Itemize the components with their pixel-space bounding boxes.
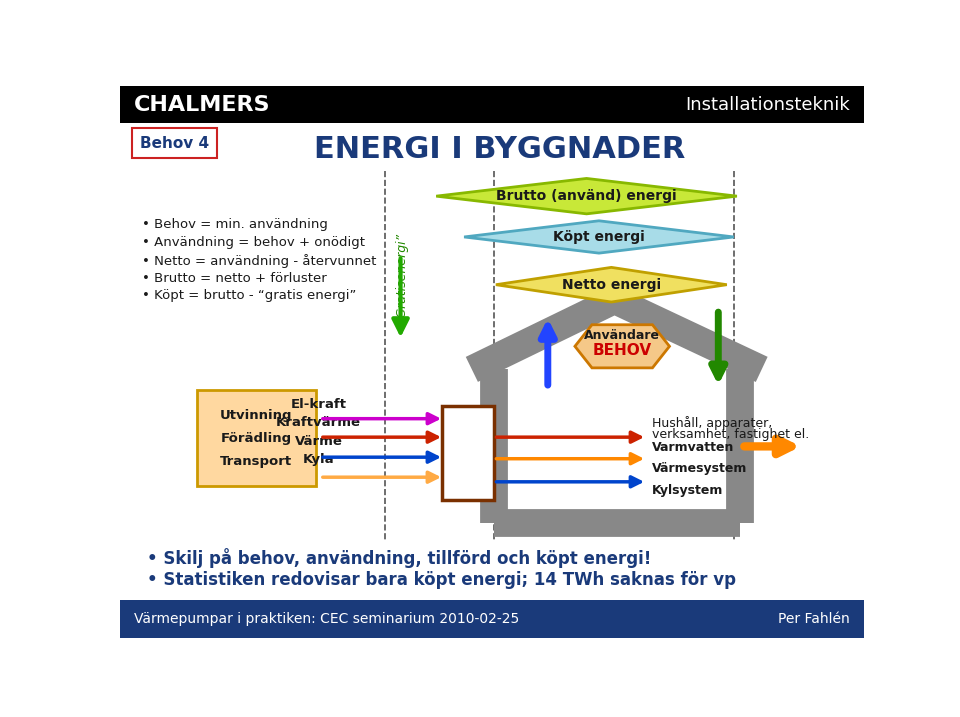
Polygon shape (496, 267, 727, 302)
Text: Kyla: Kyla (302, 453, 334, 466)
Text: Kylsystem: Kylsystem (652, 484, 723, 497)
Text: • Statistiken redovisar bara köpt energi; 14 TWh saknas för vp: • Statistiken redovisar bara köpt energi… (147, 571, 736, 589)
Text: “Gratisenergi”: “Gratisenergi” (394, 232, 407, 322)
Polygon shape (575, 325, 669, 368)
Text: Installationsteknik: Installationsteknik (685, 95, 850, 113)
Text: Värmesystem: Värmesystem (652, 462, 747, 475)
Text: CHALMERS: CHALMERS (134, 95, 271, 115)
Text: • Behov = min. användning: • Behov = min. användning (142, 219, 327, 232)
FancyBboxPatch shape (197, 390, 316, 485)
Polygon shape (436, 179, 737, 214)
Text: • Köpt = brutto - “gratis energi”: • Köpt = brutto - “gratis energi” (142, 290, 356, 303)
Text: Brutto (använd) energi: Brutto (använd) energi (496, 189, 677, 203)
Text: verksamhet, fastighet el.: verksamhet, fastighet el. (652, 427, 809, 440)
Text: Netto energi: Netto energi (562, 277, 660, 292)
Polygon shape (464, 221, 733, 253)
Text: Förädling: Förädling (221, 432, 292, 445)
Text: • Netto = användning - återvunnet: • Netto = användning - återvunnet (142, 254, 376, 268)
Text: Varmvatten: Varmvatten (652, 442, 734, 455)
Text: • Användning = behov + onödigt: • Användning = behov + onödigt (142, 236, 365, 250)
Text: • Brutto = netto + förluster: • Brutto = netto + förluster (142, 272, 326, 285)
Text: Hushåll, apparater,: Hushåll, apparater, (652, 417, 772, 430)
Text: Kraftvärme: Kraftvärme (276, 416, 361, 429)
FancyBboxPatch shape (443, 407, 493, 500)
Text: Användare: Användare (585, 329, 660, 342)
Bar (120, 86, 864, 123)
Text: • Skilj på behov, användning, tillförd och köpt energi!: • Skilj på behov, användning, tillförd o… (147, 548, 652, 568)
Text: Transport: Transport (221, 455, 293, 468)
Text: Köpt energi: Köpt energi (553, 230, 645, 244)
Text: Värme: Värme (295, 435, 343, 447)
Text: Värmepumpar i praktiken: CEC seminarium 2010-02-25: Värmepumpar i praktiken: CEC seminarium … (134, 612, 519, 626)
Text: Utvinning: Utvinning (220, 409, 293, 422)
Bar (120, 600, 864, 638)
Text: Per Fahlén: Per Fahlén (779, 612, 850, 626)
FancyBboxPatch shape (132, 128, 217, 158)
Text: Behov 4: Behov 4 (140, 136, 209, 151)
Text: ENERGI I BYGGNADER: ENERGI I BYGGNADER (314, 135, 685, 163)
Text: El-kraft: El-kraft (290, 397, 347, 411)
Text: BEHOV: BEHOV (592, 343, 652, 358)
